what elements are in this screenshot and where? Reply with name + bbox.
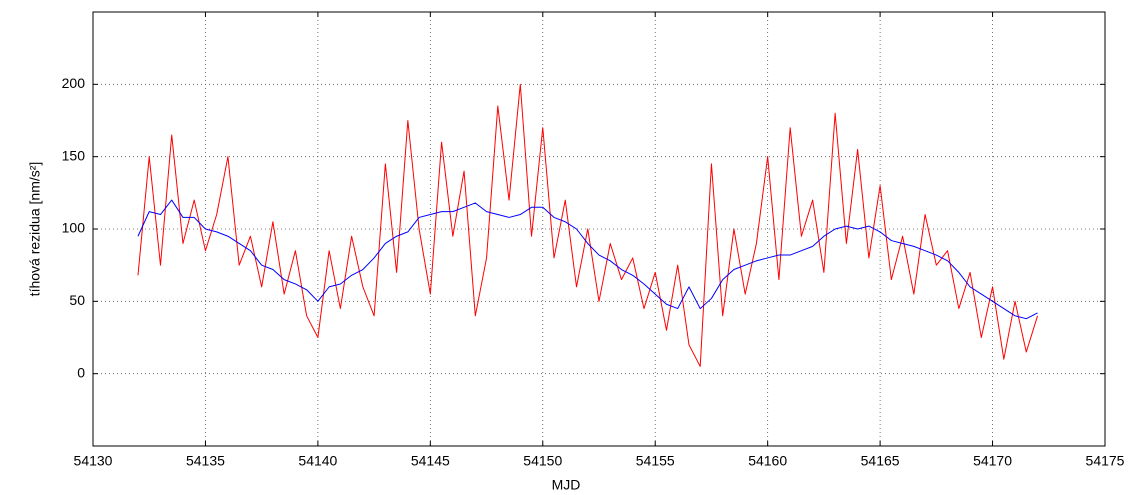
axes-box <box>92 11 1106 447</box>
x-tick-label: 54130 <box>74 453 113 469</box>
x-tick-label: 54165 <box>861 453 900 469</box>
x-tick-label: 54155 <box>636 453 675 469</box>
y-tick-label: 100 <box>62 220 86 236</box>
y-tick-label: 150 <box>62 147 86 163</box>
x-tick-label: 54160 <box>748 453 787 469</box>
x-tick-label: 54170 <box>973 453 1012 469</box>
y-tick-label: 50 <box>69 292 85 308</box>
x-axis-label: MJD <box>552 477 581 493</box>
y-axis-label: tíhová rezidua [nm/s²] <box>27 162 43 297</box>
data-line <box>137 199 1038 320</box>
x-tick-label: 54145 <box>411 453 450 469</box>
x-tick-label: 54135 <box>186 453 225 469</box>
data-line <box>137 83 1039 367</box>
y-tick-label: 200 <box>62 75 86 91</box>
y-tick-label: 0 <box>77 364 85 380</box>
x-tick-label: 54140 <box>298 453 337 469</box>
x-tick-label: 54150 <box>523 453 562 469</box>
x-tick-label: 54175 <box>1086 453 1125 469</box>
